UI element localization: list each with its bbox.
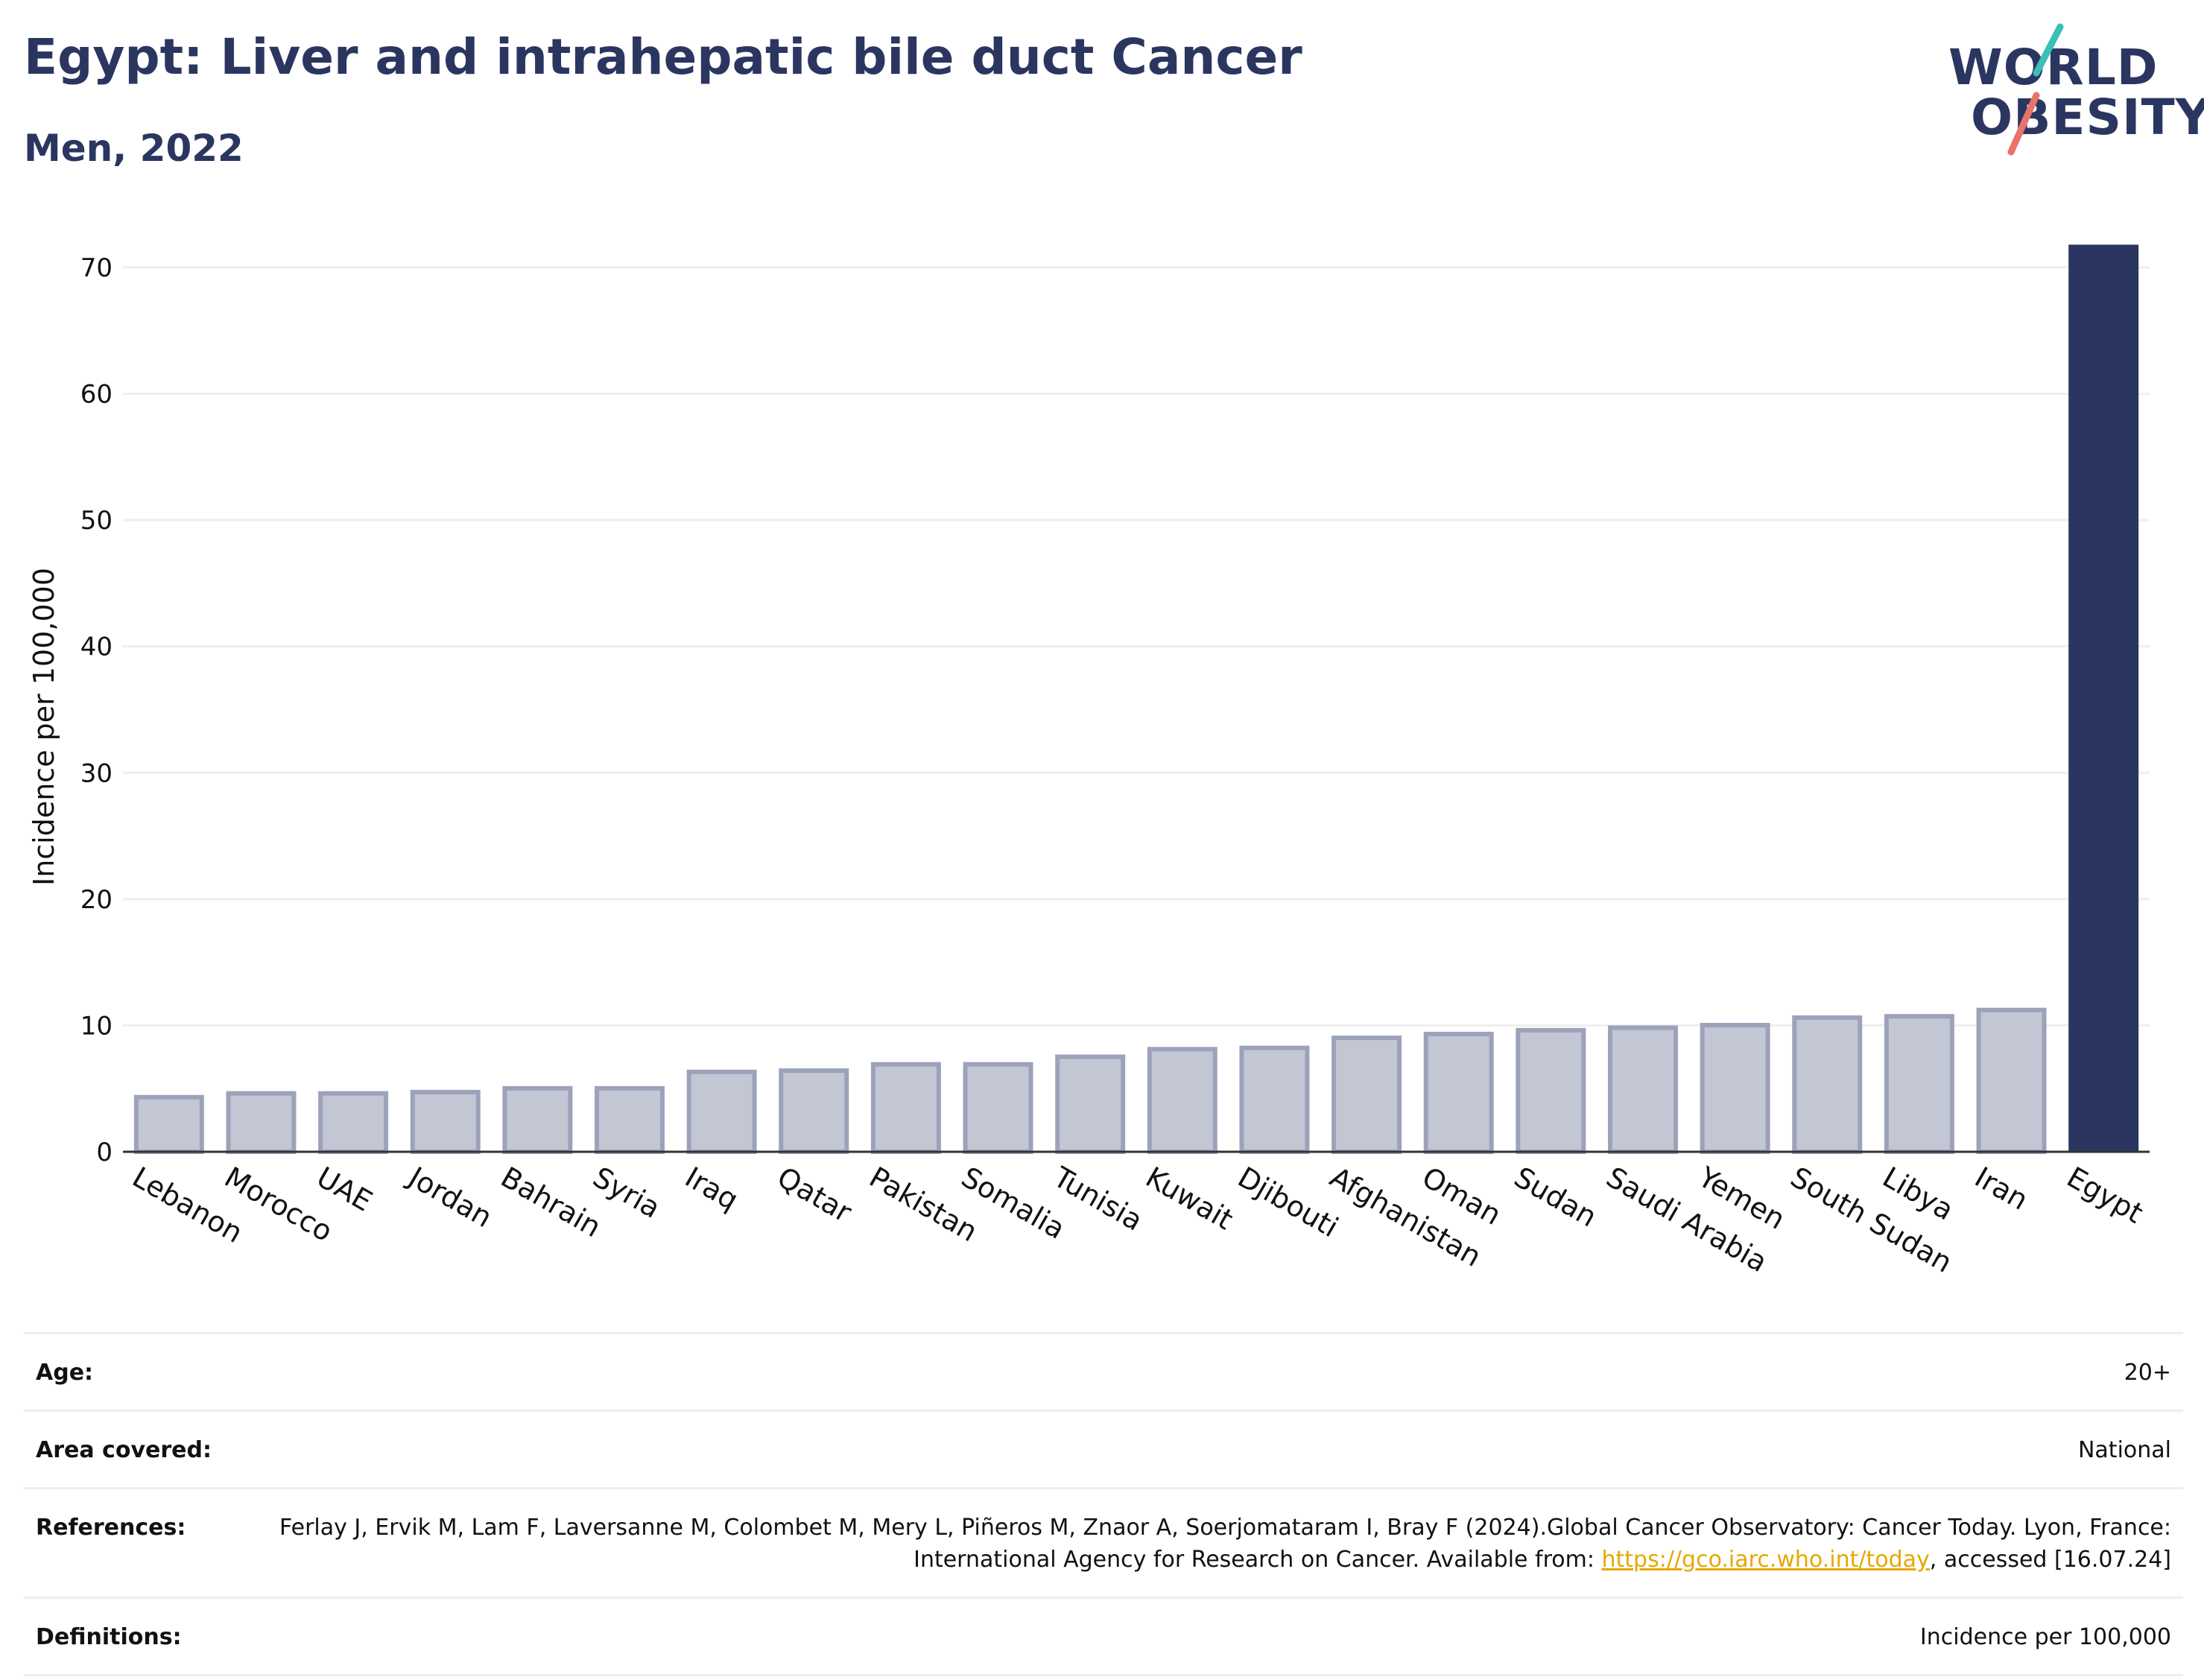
info-label-age: Age: bbox=[36, 1360, 94, 1386]
bar-iran bbox=[1976, 1007, 2047, 1155]
y-tick-label: 70 bbox=[80, 253, 113, 283]
x-tick-label: Iraq bbox=[680, 1161, 744, 1217]
info-row-area: Area covered: National bbox=[24, 1410, 2183, 1487]
info-label-definitions: Definitions: bbox=[36, 1624, 182, 1650]
x-tick-label: Egypt bbox=[2062, 1161, 2149, 1230]
logo-text-line2: OBESITY bbox=[1971, 89, 2204, 146]
references-accessed: , accessed [16.07.24] bbox=[1929, 1547, 2171, 1573]
bar-yemen bbox=[1700, 1023, 1770, 1155]
info-row-age: Age: 20+ bbox=[24, 1332, 2183, 1410]
bar-qatar bbox=[779, 1068, 849, 1154]
bar-afghanistan bbox=[1331, 1035, 1402, 1154]
bar-libya bbox=[1884, 1014, 1954, 1155]
x-tick-label: Qatar bbox=[772, 1161, 858, 1229]
info-label-area: Area covered: bbox=[36, 1437, 212, 1463]
info-row-references: References: Ferlay J, Ervik M, Lam F, La… bbox=[24, 1487, 2183, 1597]
references-link[interactable]: https://gco.iarc.who.int/today bbox=[1601, 1547, 1930, 1573]
bar-bahrain bbox=[502, 1085, 573, 1154]
x-tick-label: Iran bbox=[1969, 1161, 2033, 1217]
info-table: Age: 20+ Area covered: National Referenc… bbox=[24, 1332, 2183, 1676]
bar-egypt bbox=[2068, 244, 2139, 1153]
info-value-area: National bbox=[2077, 1437, 2171, 1463]
logo-slash-icon bbox=[2007, 23, 2064, 156]
info-row-definitions: Definitions: Incidence per 100,000 bbox=[24, 1597, 2183, 1676]
bar-south-sudan bbox=[1792, 1015, 1863, 1154]
logo-text-line1: WORLD bbox=[1948, 39, 2159, 96]
bar-iraq bbox=[686, 1069, 757, 1155]
y-tick-label: 10 bbox=[80, 1011, 113, 1041]
bar-lebanon bbox=[133, 1094, 204, 1154]
info-value-references: Ferlay J, Ervik M, Lam F, Laversanne M, … bbox=[234, 1512, 2171, 1576]
info-value-definitions: Incidence per 100,000 bbox=[1919, 1624, 2171, 1650]
bar-somalia bbox=[963, 1062, 1033, 1154]
chart-subtitle: Men, 2022 bbox=[24, 127, 244, 170]
y-tick-label: 30 bbox=[80, 758, 113, 788]
bar-djibouti bbox=[1239, 1045, 1310, 1155]
bar-oman bbox=[1423, 1031, 1494, 1155]
chart-title: Egypt: Liver and intrahepatic bile duct … bbox=[24, 28, 1302, 86]
bar-kuwait bbox=[1147, 1047, 1217, 1155]
x-tick-label: Djibouti bbox=[1232, 1161, 1344, 1244]
bar-uae bbox=[318, 1091, 389, 1154]
references-text: Ferlay J, Ervik M, Lam F, Laversanne M, … bbox=[279, 1515, 2171, 1573]
info-value-age: 20+ bbox=[2124, 1360, 2171, 1386]
bar-saudi-arabia bbox=[1608, 1025, 1678, 1154]
y-tick-label: 40 bbox=[80, 633, 113, 662]
bar-pakistan bbox=[870, 1062, 941, 1154]
x-tick-label: Sudan bbox=[1509, 1161, 1603, 1234]
bar-jordan bbox=[410, 1089, 481, 1155]
x-tick-label: Bahrain bbox=[495, 1161, 607, 1244]
info-label-references: References: bbox=[36, 1515, 186, 1541]
bar-syria bbox=[595, 1085, 665, 1154]
y-tick-label: 0 bbox=[96, 1138, 113, 1167]
x-tick-label: Jordan bbox=[402, 1160, 497, 1234]
world-obesity-logo: WORLD OBESITY bbox=[1948, 21, 2204, 162]
x-tick-label: Kuwait bbox=[1140, 1161, 1238, 1237]
y-tick-label: 20 bbox=[80, 885, 113, 915]
y-tick-label: 50 bbox=[80, 506, 113, 536]
y-tick-label: 60 bbox=[80, 380, 113, 410]
y-axis-title: Incidence per 100,000 bbox=[28, 568, 60, 886]
bar-morocco bbox=[226, 1091, 297, 1154]
bar-tunisia bbox=[1055, 1054, 1126, 1154]
bar-sudan bbox=[1516, 1027, 1586, 1155]
